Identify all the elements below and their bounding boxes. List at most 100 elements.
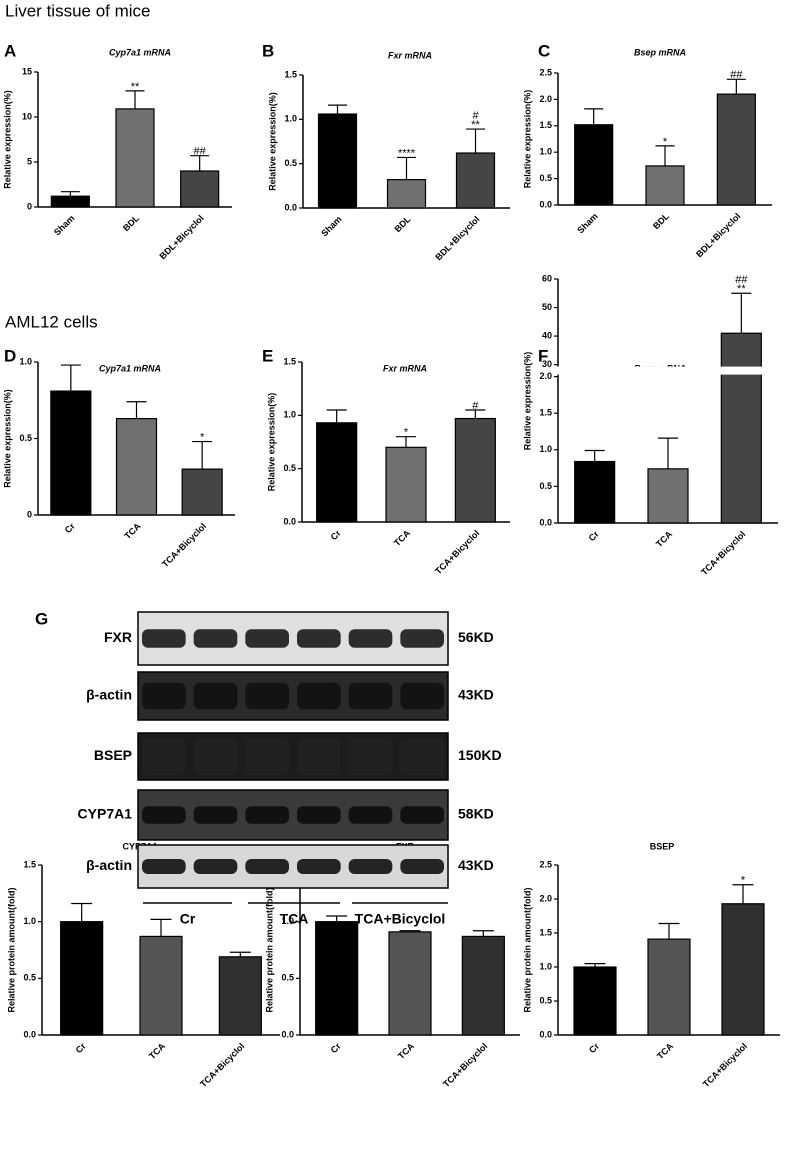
- blot-strip: [137, 611, 449, 666]
- chart-title: Bsep mRNA: [634, 47, 686, 57]
- bar: [50, 195, 90, 208]
- x-tick-label: Sham: [575, 211, 599, 235]
- x-tick-label: BDL+Bicyclol: [157, 213, 205, 261]
- y-tick-label: 1.0: [19, 356, 32, 366]
- bar: [647, 468, 689, 524]
- significance: **: [471, 119, 480, 131]
- blot-band: [348, 858, 393, 875]
- x-tick-label: TCA: [654, 529, 675, 550]
- y-axis-label: Relative expression(%): [266, 393, 276, 492]
- x-tick-label: TCA+Bicyclol: [699, 529, 747, 577]
- blot-band: [245, 858, 289, 875]
- blot-band: [297, 737, 341, 776]
- blot-band: [142, 737, 186, 776]
- y-axis-label: Relative protein amount(fold): [522, 887, 532, 1012]
- x-tick-label: TCA: [655, 1041, 676, 1062]
- size-label: 56KD: [458, 629, 494, 645]
- blot-band: [400, 737, 444, 776]
- group-label: Cr: [180, 911, 196, 927]
- y-tick-label: 0.5: [539, 995, 552, 1005]
- bar: [115, 418, 158, 516]
- y-tick-label: 0.5: [281, 973, 294, 983]
- x-tick-label: TCA: [147, 1041, 168, 1062]
- blot-band: [348, 682, 393, 710]
- blot-band: [297, 682, 341, 710]
- group-label: TCA+Bicyclol: [355, 911, 446, 927]
- blot-band: [193, 858, 238, 875]
- significance: **: [737, 283, 746, 295]
- blot-band: [142, 858, 186, 875]
- y-tick-label: 0.5: [23, 973, 36, 983]
- x-tick-label: BDL: [392, 214, 413, 235]
- blot-band: [245, 806, 289, 824]
- y-tick-label: 1.0: [284, 114, 297, 124]
- x-tick-label: BDL: [121, 213, 142, 234]
- panel-letter: B: [262, 41, 274, 60]
- bar: [720, 332, 762, 524]
- blot-band: [193, 737, 238, 776]
- chart-title: Fxr mRNA: [388, 50, 432, 60]
- y-axis-label: Relative protein amount(fold): [6, 887, 16, 1012]
- significance: *: [663, 136, 668, 148]
- x-tick-label: Sham: [319, 214, 343, 238]
- y-tick-label: 1.5: [539, 408, 552, 418]
- y-tick-label: 10: [22, 111, 32, 121]
- group-label: TCA: [280, 911, 309, 927]
- chart-title: Fxr mRNA: [383, 363, 427, 373]
- blot-band: [297, 806, 341, 824]
- blot-strip: [137, 789, 449, 841]
- chart-title: BSEP: [650, 841, 675, 851]
- blot-band: [348, 629, 393, 648]
- significance: ##: [735, 274, 748, 286]
- panel-letter: A: [4, 41, 16, 60]
- blot-band: [142, 629, 186, 648]
- y-tick-label: 1.0: [539, 147, 552, 157]
- y-tick-label: 40: [542, 330, 552, 340]
- bar: [716, 93, 756, 206]
- y-tick-label: 0.5: [539, 173, 552, 183]
- bar: [386, 179, 427, 209]
- y-tick-label: 2.5: [539, 67, 552, 77]
- x-tick-label: Cr: [329, 528, 343, 542]
- significance: *: [200, 431, 205, 443]
- y-axis-label: Relative protein amount(fold): [264, 887, 274, 1012]
- blot-strip: [137, 844, 449, 889]
- y-tick-label: 1.5: [539, 927, 552, 937]
- panel-letter: F: [538, 346, 548, 365]
- panel-letter: G: [35, 609, 48, 628]
- y-tick-label: 1.0: [281, 916, 294, 926]
- protein-label: FXR: [104, 629, 132, 645]
- significance: *: [404, 427, 409, 439]
- y-tick-label: 0.5: [19, 433, 32, 443]
- protein-label: β-actin: [86, 687, 132, 703]
- chart-title: Cyp7a1 mRNA: [99, 363, 161, 373]
- bar: [574, 460, 616, 524]
- bar: [385, 446, 427, 523]
- y-tick-label: 2.0: [539, 371, 552, 381]
- blot-band: [193, 629, 238, 648]
- y-tick-label: 0.0: [284, 202, 297, 212]
- blot-band: [348, 806, 393, 824]
- x-tick-label: TCA: [396, 1041, 417, 1062]
- bar: [721, 903, 765, 1036]
- y-tick-label: 1.5: [23, 859, 36, 869]
- y-tick-label: 5: [27, 156, 32, 166]
- x-tick-label: Sham: [52, 213, 76, 237]
- bar: [315, 921, 359, 1036]
- y-tick-label: 0: [27, 201, 32, 211]
- bar: [218, 956, 262, 1036]
- x-tick-label: BDL: [651, 211, 672, 232]
- y-tick-label: 0.0: [539, 1029, 552, 1039]
- blot-band: [400, 682, 444, 710]
- significance: #: [472, 400, 479, 412]
- size-label: 150KD: [458, 747, 502, 763]
- y-tick-label: 1.0: [23, 916, 36, 926]
- x-tick-label: BDL+Bicyclol: [433, 214, 481, 262]
- y-tick-label: 2.0: [539, 94, 552, 104]
- y-axis-label: Relative expression(%): [2, 389, 12, 488]
- x-tick-label: TCA+Bicyclol: [701, 1041, 749, 1089]
- bar: [574, 124, 614, 206]
- bar: [388, 931, 432, 1036]
- y-tick-label: 30: [542, 359, 552, 369]
- significance: *: [741, 875, 746, 887]
